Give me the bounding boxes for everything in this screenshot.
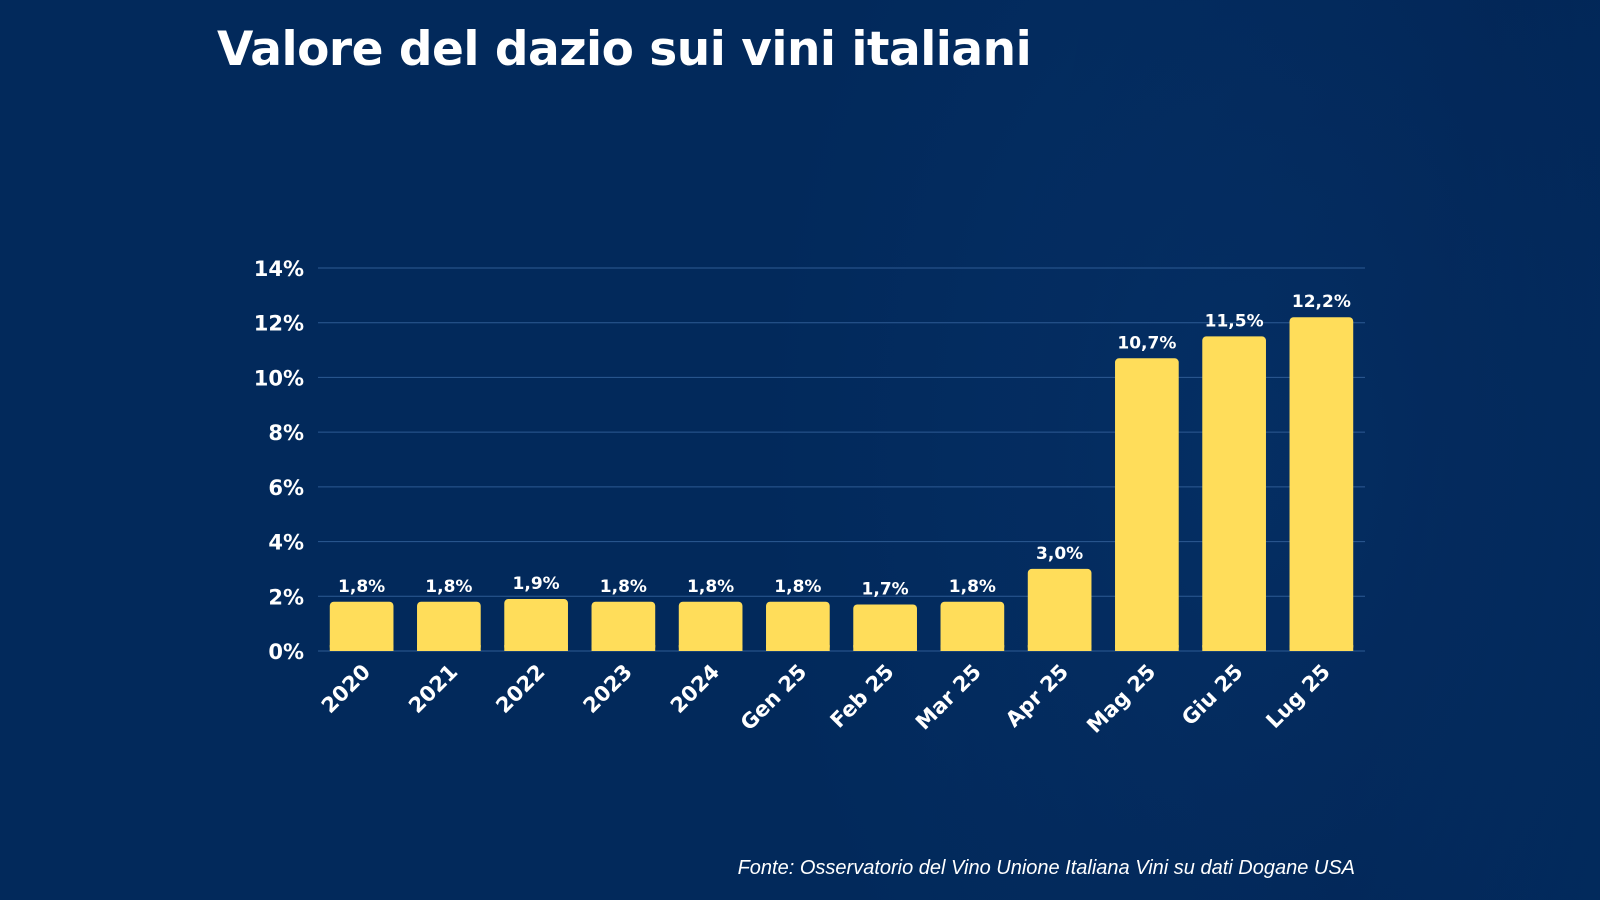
value-label: 1,8% (600, 577, 647, 597)
x-tick-label: Lug 25 (1261, 660, 1334, 733)
value-label: 12,2% (1292, 292, 1351, 312)
x-tick-label: 2020 (317, 660, 375, 718)
bar-mar-25 (940, 601, 1005, 651)
bar-base (329, 645, 394, 651)
y-axis-ticks: 0% 2% 4% 6% 8% 10% 12% 14% (254, 257, 304, 664)
bar-base (766, 645, 830, 651)
value-label: 3,0% (1036, 544, 1083, 564)
bar-mag-25 (1115, 358, 1179, 651)
value-label: 1,9% (513, 574, 560, 594)
bar-apr-25 (1027, 568, 1092, 651)
value-label: 1,8% (949, 577, 996, 597)
value-label: 1,8% (425, 577, 472, 597)
x-tick-label: Feb 25 (826, 660, 899, 733)
y-tick-label: 8% (268, 421, 304, 445)
bar-base (678, 645, 743, 651)
x-tick-label: 2021 (404, 660, 462, 718)
bars (329, 317, 1354, 651)
bar-gen-25 (766, 601, 830, 651)
bar-base (417, 645, 481, 651)
x-tick-label: Mar 25 (911, 660, 986, 735)
x-tick-label: Apr 25 (1001, 660, 1073, 732)
bar-feb-25 (853, 604, 917, 651)
value-label: 1,8% (774, 577, 821, 597)
bar-base (1115, 645, 1179, 651)
bar-base (504, 645, 568, 651)
bar-giu-25 (1202, 336, 1266, 651)
y-tick-label: 14% (254, 257, 304, 281)
x-tick-label: 2023 (579, 660, 637, 718)
value-label: 11,5% (1205, 311, 1264, 331)
y-tick-label: 2% (268, 585, 304, 609)
bar-2022 (504, 599, 568, 651)
value-labels: 1,8% 1,8% 1,9% 1,8% 1,8% 1,8% 1,7% 1,8% 3,0% 10,7… (338, 292, 1351, 599)
chart-title: Valore del dazio sui vini italiani (217, 22, 1032, 77)
gridlines (318, 267, 1365, 652)
bar-2023 (591, 601, 656, 651)
y-tick-label: 12% (254, 312, 304, 336)
x-tick-label: 2024 (666, 660, 724, 718)
bar-base (1027, 645, 1092, 651)
bar-lug-25 (1289, 317, 1354, 651)
bar-base (940, 645, 1005, 651)
bar-base (1202, 645, 1266, 651)
value-label: 10,7% (1117, 333, 1176, 353)
y-tick-label: 4% (268, 531, 304, 555)
bar-base (853, 645, 917, 651)
x-tick-label: Mag 25 (1082, 660, 1160, 738)
source-note: Fonte: Osservatorio del Vino Unione Ital… (737, 857, 1355, 879)
y-tick-label: 6% (268, 476, 304, 500)
bar-2021 (417, 601, 481, 651)
x-axis-ticks: 2020 2021 2022 2023 2024 Gen 25 Feb 25 Mar 25 Ap… (317, 660, 1335, 738)
bar-2024 (678, 601, 743, 651)
value-label: 1,7% (862, 579, 909, 599)
x-tick-label: 2022 (491, 660, 549, 718)
y-tick-label: 0% (268, 640, 304, 664)
y-tick-label: 10% (254, 366, 304, 390)
value-label: 1,8% (338, 577, 385, 597)
x-tick-label: Giu 25 (1177, 660, 1248, 731)
bar-2020 (329, 601, 394, 651)
bar-base (1289, 645, 1354, 651)
x-tick-label: Gen 25 (736, 660, 812, 736)
bar-base (591, 645, 656, 651)
value-label: 1,8% (687, 577, 734, 597)
